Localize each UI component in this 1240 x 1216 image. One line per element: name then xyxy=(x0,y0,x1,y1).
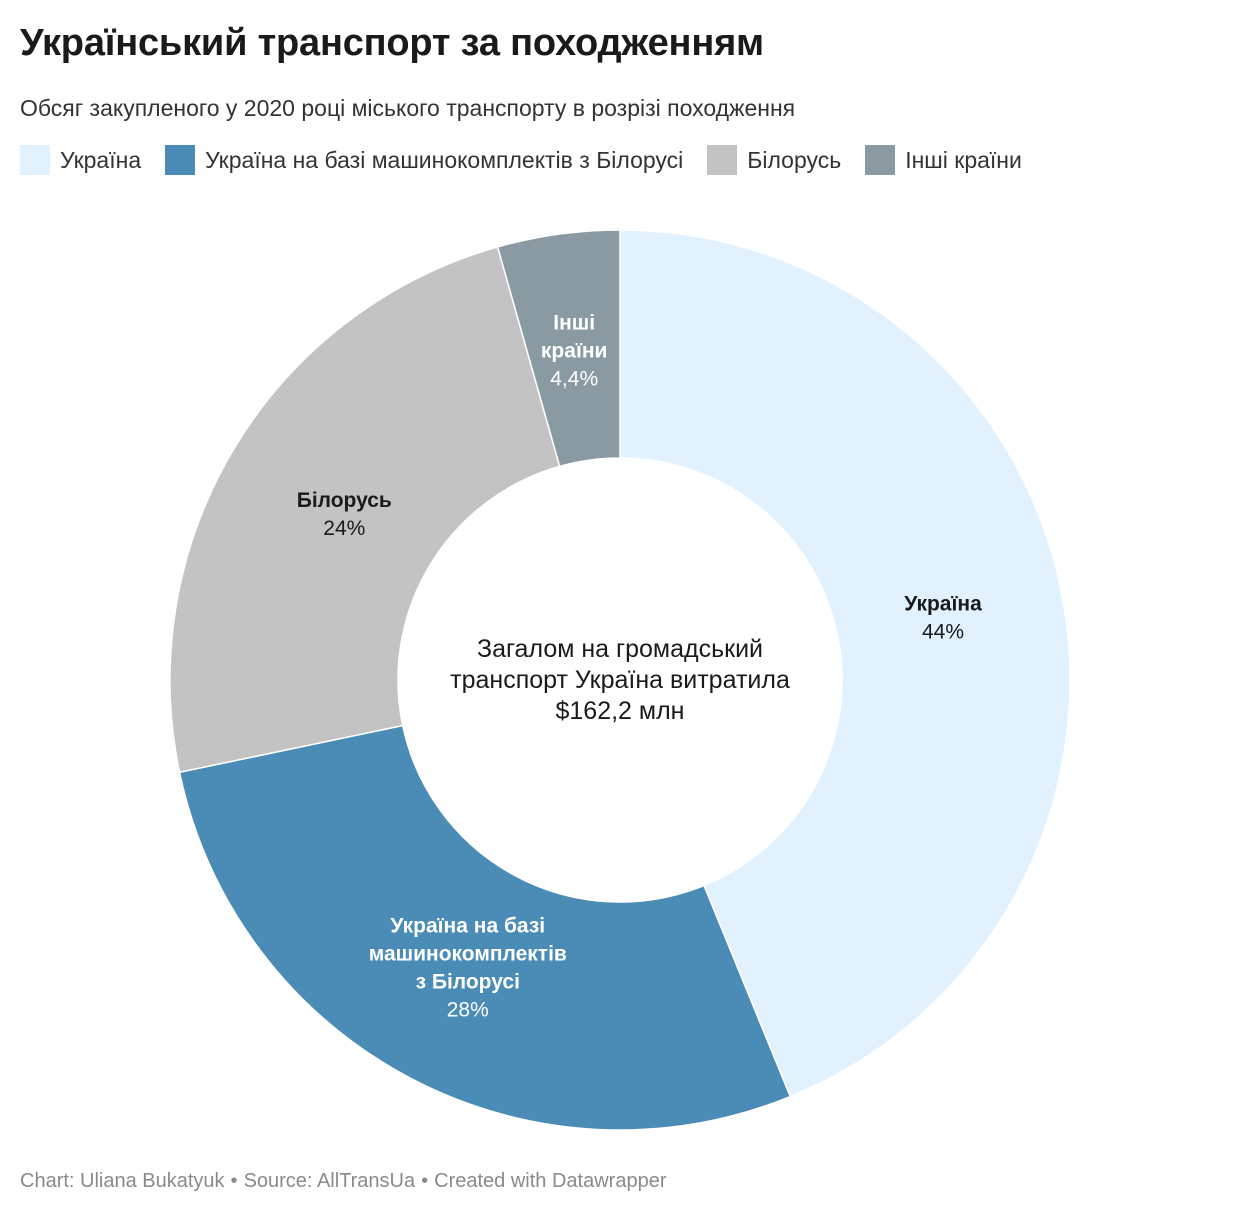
chart-credit: Chart: Uliana Bukatyuk xyxy=(20,1170,225,1192)
legend-swatch xyxy=(865,145,896,175)
legend-label: Україна на базі машинокомплектів з Білор… xyxy=(205,146,684,173)
datawrapper-credit: Created with Datawrapper xyxy=(434,1170,667,1192)
donut-slice xyxy=(178,724,792,1131)
footer-separator: • xyxy=(230,1170,238,1192)
legend-item-ukraine-belarus-kits: Україна на базі машинокомплектів з Білор… xyxy=(165,145,683,175)
legend-label: Україна xyxy=(60,146,142,173)
donut-center-text: Загалом на громадський транспорт Україна … xyxy=(450,635,790,725)
donut-slice xyxy=(619,229,1071,1098)
slice-label: Україна на базі машинокомплектів з Білорус… xyxy=(369,915,567,1022)
slice-value-label: 44% xyxy=(922,621,964,644)
slice-value-label: 28% xyxy=(447,999,489,1022)
footer-separator: • xyxy=(421,1170,429,1192)
chart-title: Український транспорт за походженням xyxy=(20,22,764,64)
legend-swatch xyxy=(20,145,50,175)
chart-legend: Україна Україна на базі машинокомплектів… xyxy=(20,145,1046,175)
chart-footer: Chart: Uliana Bukatyuk • Source: AllTransU… xyxy=(20,1170,666,1193)
slice-label: Білорусь 24% xyxy=(297,489,392,540)
legend-label: Інші країни xyxy=(905,146,1022,173)
donut-slice xyxy=(169,246,561,774)
source-credit: Source: AllTransUa xyxy=(243,1170,416,1192)
legend-label: Білорусь xyxy=(747,146,842,173)
chart-subtitle: Обсяг закупленого у 2020 році міського т… xyxy=(20,95,796,121)
legend-item-belarus: Білорусь xyxy=(707,145,841,175)
slice-value-label: 4,4% xyxy=(550,367,598,390)
legend-swatch xyxy=(707,145,738,175)
slice-value-label: 24% xyxy=(323,517,365,540)
legend-swatch xyxy=(165,145,196,175)
donut-slice xyxy=(496,229,621,468)
legend-item-other-countries: Інші країни xyxy=(865,145,1022,175)
legend-item-ukraine: Україна xyxy=(20,145,141,175)
slice-label: Інші країни 4,4% xyxy=(541,311,608,390)
slice-label: Україна 44% xyxy=(904,593,982,644)
